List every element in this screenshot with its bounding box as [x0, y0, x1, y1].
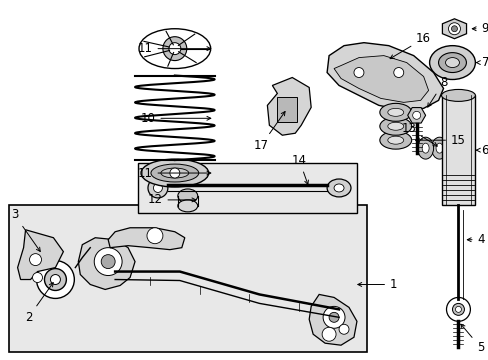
Ellipse shape: [441, 89, 474, 102]
Ellipse shape: [50, 275, 61, 284]
Ellipse shape: [417, 137, 433, 159]
Circle shape: [323, 306, 345, 328]
Text: 12: 12: [147, 193, 196, 206]
Text: 3: 3: [11, 208, 40, 252]
Text: 7: 7: [475, 56, 488, 69]
Polygon shape: [267, 77, 310, 135]
Ellipse shape: [421, 143, 428, 153]
Circle shape: [353, 68, 363, 77]
Text: 16: 16: [389, 32, 430, 59]
Text: 9: 9: [471, 22, 488, 35]
Circle shape: [412, 111, 420, 119]
Text: 14: 14: [291, 154, 308, 184]
Text: 6: 6: [475, 144, 488, 157]
Text: 10: 10: [140, 112, 210, 125]
Circle shape: [33, 273, 42, 283]
Circle shape: [163, 37, 186, 60]
Polygon shape: [442, 19, 466, 39]
Ellipse shape: [431, 137, 447, 159]
Ellipse shape: [379, 103, 411, 121]
Circle shape: [447, 23, 460, 35]
Text: 11: 11: [137, 167, 210, 180]
Ellipse shape: [445, 137, 461, 159]
Circle shape: [322, 327, 335, 341]
Circle shape: [393, 68, 403, 77]
Text: 8: 8: [427, 76, 447, 107]
Text: 11: 11: [137, 42, 210, 55]
Ellipse shape: [387, 108, 403, 116]
Ellipse shape: [449, 143, 456, 153]
Circle shape: [169, 168, 180, 178]
Ellipse shape: [178, 189, 197, 203]
Text: 13: 13: [401, 122, 436, 146]
Ellipse shape: [333, 184, 344, 192]
Ellipse shape: [161, 168, 188, 178]
Ellipse shape: [429, 46, 474, 80]
Text: 1: 1: [357, 278, 397, 291]
Polygon shape: [308, 294, 356, 345]
Ellipse shape: [326, 179, 350, 197]
Polygon shape: [326, 43, 443, 111]
Circle shape: [29, 254, 41, 266]
FancyBboxPatch shape: [441, 95, 474, 205]
Ellipse shape: [387, 122, 403, 130]
FancyBboxPatch shape: [138, 163, 356, 213]
FancyBboxPatch shape: [9, 205, 366, 352]
FancyBboxPatch shape: [277, 98, 297, 122]
Text: 2: 2: [25, 283, 53, 324]
Ellipse shape: [445, 58, 459, 68]
Text: 4: 4: [467, 233, 484, 246]
Circle shape: [94, 248, 122, 275]
Ellipse shape: [44, 269, 66, 291]
Ellipse shape: [379, 117, 411, 135]
Ellipse shape: [178, 200, 197, 212]
Circle shape: [168, 43, 181, 55]
Polygon shape: [78, 238, 135, 289]
Ellipse shape: [151, 164, 198, 182]
Circle shape: [328, 312, 338, 322]
Ellipse shape: [37, 261, 74, 298]
Polygon shape: [18, 230, 63, 279]
Text: 15: 15: [415, 134, 465, 147]
Polygon shape: [407, 108, 425, 123]
Ellipse shape: [153, 184, 162, 193]
Ellipse shape: [139, 29, 210, 68]
Circle shape: [101, 255, 115, 269]
Circle shape: [454, 306, 461, 312]
Circle shape: [338, 324, 348, 334]
Text: 5: 5: [460, 324, 483, 354]
Ellipse shape: [379, 131, 411, 149]
Ellipse shape: [438, 53, 466, 72]
Ellipse shape: [435, 143, 442, 153]
Polygon shape: [108, 228, 184, 249]
Circle shape: [450, 26, 457, 32]
Ellipse shape: [148, 178, 167, 198]
Text: 17: 17: [253, 112, 285, 152]
Polygon shape: [333, 55, 427, 102]
Circle shape: [147, 228, 163, 244]
Circle shape: [446, 297, 469, 321]
Circle shape: [451, 303, 464, 315]
Ellipse shape: [141, 159, 208, 187]
Ellipse shape: [387, 136, 403, 144]
